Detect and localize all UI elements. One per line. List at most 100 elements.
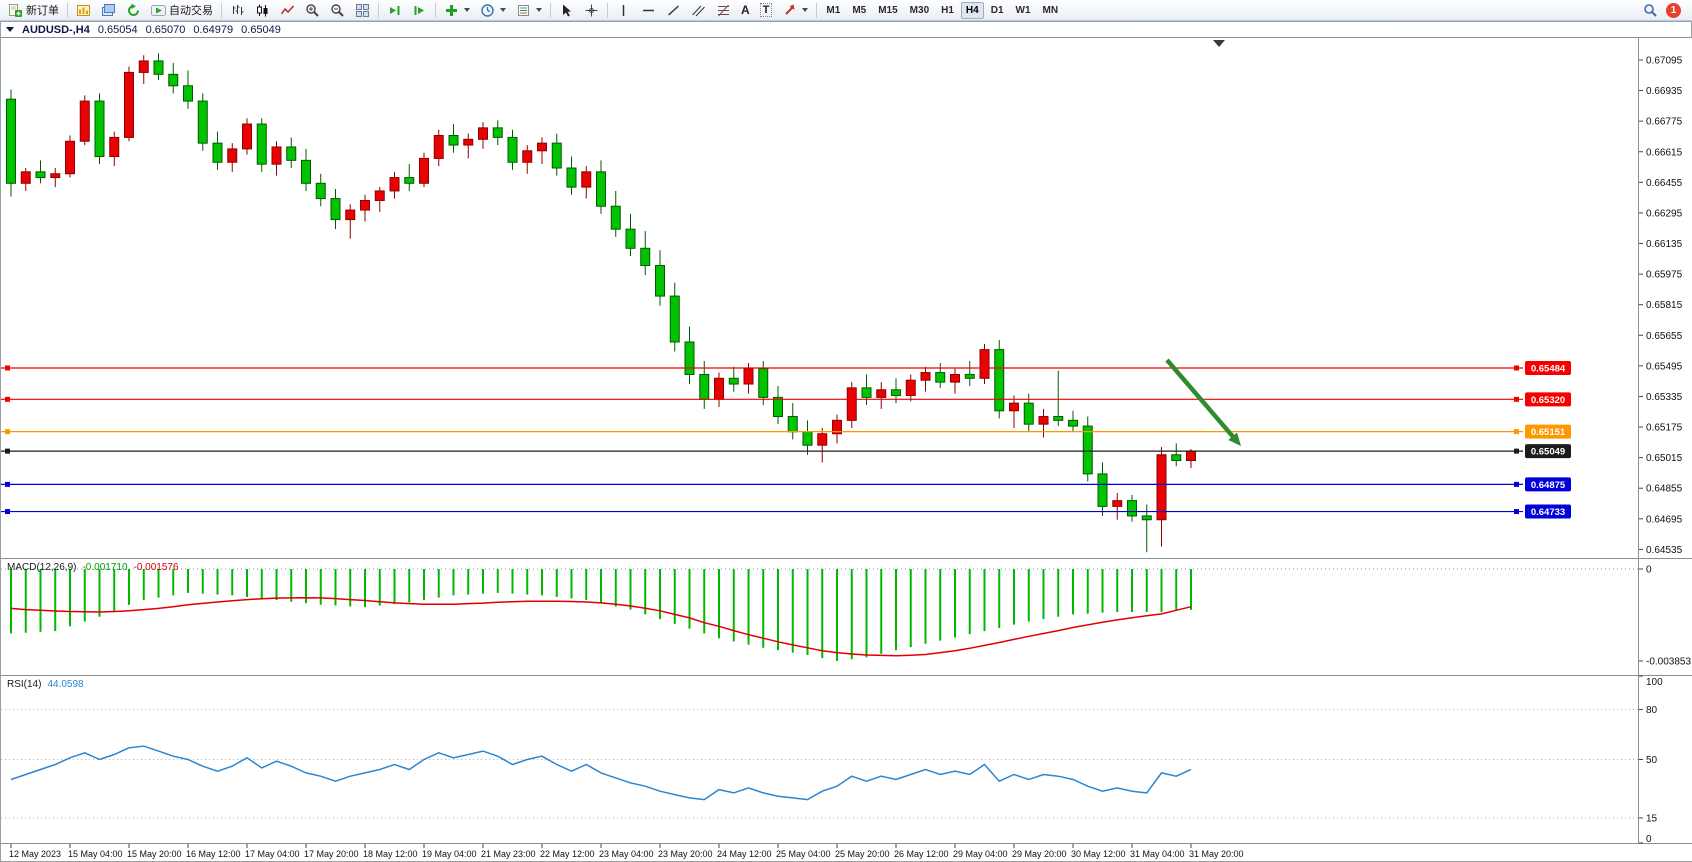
label-tool-button[interactable]: T [755, 1, 778, 19]
timeframe-h1-button[interactable]: H1 [941, 4, 954, 16]
autotrading-label: 自动交易 [169, 5, 213, 17]
bar-chart-icon [233, 4, 244, 15]
candle [566, 167, 577, 188]
time-label: 15 May 04:00 [68, 849, 123, 859]
line-handle[interactable] [1514, 448, 1519, 454]
candle [212, 142, 223, 163]
candle [1053, 416, 1064, 421]
macd-main-value: -0.001710 [82, 562, 128, 573]
new-order-button[interactable]: 新订单 [3, 1, 64, 19]
line-handle[interactable] [1514, 365, 1519, 371]
macd-scale-label: -0.003853 [1646, 657, 1691, 668]
price-tag-label: 0.65484 [1531, 363, 1566, 374]
refresh-button[interactable] [121, 1, 146, 19]
rsi-scale-label: 0 [1646, 834, 1652, 845]
new-order-label: 新订单 [26, 5, 59, 17]
candle [94, 100, 105, 158]
templates-button[interactable] [511, 1, 547, 19]
vertical-line-button[interactable] [611, 1, 636, 19]
trend-arrow-line[interactable] [1165, 358, 1237, 441]
line-handle[interactable] [5, 429, 10, 435]
timeframe-w1-button[interactable]: W1 [1015, 4, 1031, 16]
crosshair-button[interactable] [579, 1, 604, 19]
line-handle[interactable] [1514, 481, 1519, 487]
timeframe-m1-button[interactable]: M1 [826, 4, 841, 16]
auto-scroll-button[interactable] [382, 1, 407, 19]
price-scale-label: 0.65015 [1646, 453, 1683, 464]
macd-indicator-label: MACD(12,26,9) -0.001710 -0.001576 [7, 562, 179, 573]
line-handle[interactable] [5, 481, 10, 487]
candle [758, 368, 769, 398]
new-chart-button[interactable] [71, 1, 96, 19]
timeframe-m30-button[interactable]: M30 [909, 4, 930, 16]
candle [994, 349, 1005, 412]
candle [891, 389, 901, 397]
candle [1186, 450, 1196, 461]
trendline-button[interactable] [661, 1, 686, 19]
chart-shift-marker[interactable] [1213, 40, 1225, 47]
time-label: 31 May 04:00 [1130, 849, 1185, 859]
rsi-scale-label: 15 [1646, 813, 1658, 824]
line-handle[interactable] [5, 509, 10, 515]
time-axis[interactable] [1, 844, 1692, 861]
line-handle[interactable] [1514, 509, 1519, 515]
profiles-button[interactable] [96, 1, 121, 19]
window-menu-icon[interactable] [6, 27, 14, 32]
refresh-icon [128, 3, 139, 16]
search-icon[interactable] [1643, 3, 1658, 18]
text-tool-button[interactable]: A [736, 1, 755, 19]
channel-button[interactable] [686, 1, 711, 19]
arrows-button[interactable] [777, 1, 813, 19]
price-scale-label: 0.65175 [1646, 423, 1683, 434]
chart-canvas[interactable]: 0.67095 0.66935 0.66775 0.66615 0.66455 0.662… [1, 38, 1692, 861]
chart-shift-button[interactable] [407, 1, 432, 19]
candle [256, 123, 267, 165]
candle [773, 396, 783, 418]
candlestick-chart-button[interactable] [250, 1, 275, 19]
candle [846, 387, 857, 421]
bar-chart-button[interactable] [225, 1, 250, 19]
line-handle[interactable] [1514, 396, 1519, 402]
timeframe-m5-button[interactable]: M5 [852, 4, 867, 16]
price-scale-label: 0.66935 [1646, 86, 1683, 97]
candle [551, 142, 562, 169]
line-handle[interactable] [1514, 429, 1519, 435]
notification-badge[interactable]: 1 [1666, 2, 1681, 18]
candle [35, 171, 46, 179]
candle [492, 127, 503, 138]
zoom-out-button[interactable] [325, 1, 350, 19]
price-scale-label: 0.65815 [1646, 300, 1683, 311]
price-scale-label: 0.67095 [1646, 55, 1683, 66]
line-handle[interactable] [5, 396, 10, 402]
auto-scroll-icon [390, 5, 400, 15]
candle [802, 431, 813, 446]
crosshair-icon [585, 4, 598, 16]
autotrading-button[interactable]: 自动交易 [146, 1, 218, 19]
time-label: 23 May 04:00 [599, 849, 654, 859]
zoom-in-button[interactable] [300, 1, 325, 19]
candle [1082, 425, 1093, 475]
toolbar-separator [221, 2, 222, 18]
price-axis[interactable] [1639, 38, 1692, 844]
line-chart-button[interactable] [275, 1, 300, 19]
time-label: 29 May 20:00 [1012, 849, 1067, 859]
line-handle[interactable] [5, 448, 10, 454]
price-tag [1525, 360, 1571, 375]
cursor-icon [563, 4, 571, 16]
fibonacci-button[interactable] [711, 1, 736, 19]
timeframe-m15-button[interactable]: M15 [878, 4, 898, 16]
line-handle[interactable] [5, 365, 10, 371]
candle [964, 373, 975, 379]
timeframe-d1-button[interactable]: D1 [990, 4, 1004, 16]
horizontal-line-button[interactable] [636, 1, 661, 19]
candle [197, 100, 208, 144]
indicators-button[interactable] [439, 1, 475, 19]
tile-windows-button[interactable] [350, 1, 375, 19]
cursor-button[interactable] [554, 1, 579, 19]
periods-button[interactable] [475, 1, 511, 19]
price-tag-label: 0.64733 [1531, 507, 1565, 518]
timeframe-h4-button[interactable]: H4 [960, 1, 984, 19]
timeframe-mn-button[interactable]: MN [1042, 4, 1059, 16]
time-label: 17 May 20:00 [304, 849, 359, 859]
price-scale-label: 0.66615 [1646, 147, 1683, 158]
